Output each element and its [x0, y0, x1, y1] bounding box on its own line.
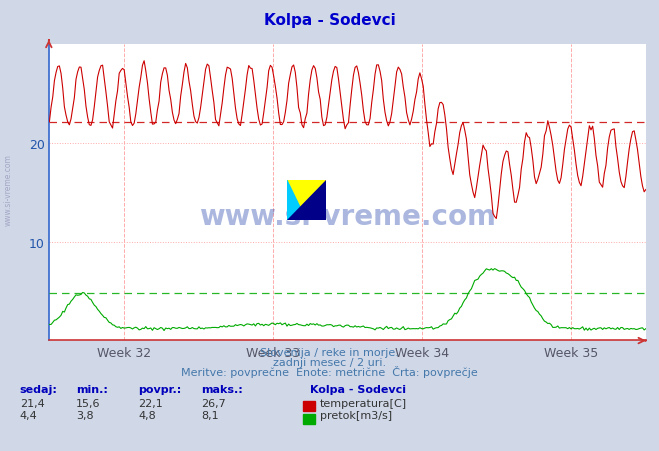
Text: pretok[m3/s]: pretok[m3/s] [320, 410, 391, 420]
Text: 22,1: 22,1 [138, 398, 163, 408]
Text: sedaj:: sedaj: [20, 384, 57, 394]
Text: 4,4: 4,4 [20, 410, 38, 420]
Text: 4,8: 4,8 [138, 410, 156, 420]
Text: 21,4: 21,4 [20, 398, 45, 408]
Text: temperatura[C]: temperatura[C] [320, 398, 407, 408]
Text: 8,1: 8,1 [201, 410, 219, 420]
Polygon shape [287, 180, 326, 221]
Text: www.si-vreme.com: www.si-vreme.com [199, 202, 496, 230]
Text: povpr.:: povpr.: [138, 384, 182, 394]
Text: zadnji mesec / 2 uri.: zadnji mesec / 2 uri. [273, 357, 386, 367]
Polygon shape [287, 180, 326, 221]
Text: 3,8: 3,8 [76, 410, 94, 420]
Text: www.si-vreme.com: www.si-vreme.com [4, 153, 13, 226]
Text: 26,7: 26,7 [201, 398, 226, 408]
Text: Meritve: povprečne  Enote: metrične  Črta: povprečje: Meritve: povprečne Enote: metrične Črta:… [181, 365, 478, 377]
Text: min.:: min.: [76, 384, 107, 394]
Text: 15,6: 15,6 [76, 398, 100, 408]
Text: Slovenija / reke in morje.: Slovenija / reke in morje. [260, 348, 399, 358]
Text: maks.:: maks.: [201, 384, 243, 394]
Text: Kolpa - Sodevci: Kolpa - Sodevci [310, 384, 406, 394]
Text: Kolpa - Sodevci: Kolpa - Sodevci [264, 13, 395, 28]
Polygon shape [287, 180, 306, 221]
